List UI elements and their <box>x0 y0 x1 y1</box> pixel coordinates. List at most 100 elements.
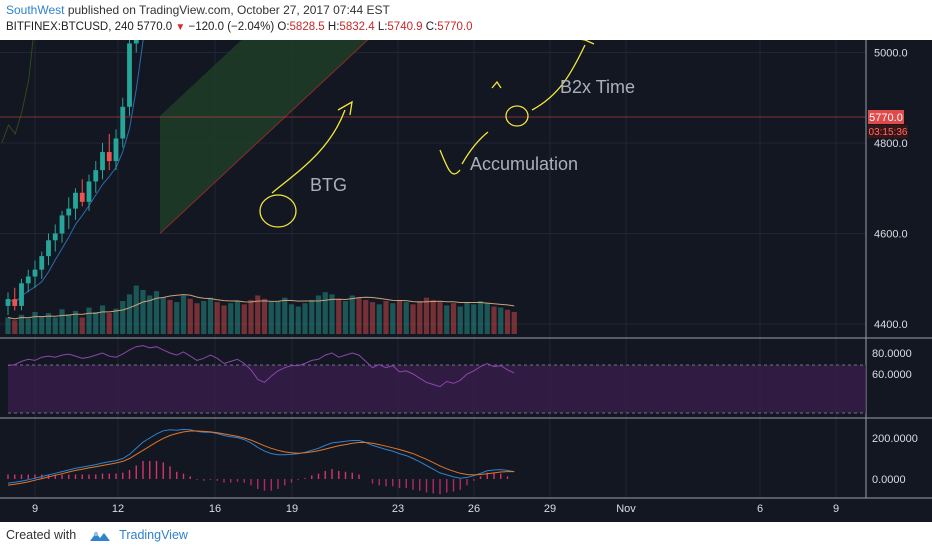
volume-bar <box>356 297 362 334</box>
accumulation-check <box>461 131 489 165</box>
low-label: L: <box>377 21 388 33</box>
time-tick-label: Nov <box>616 503 636 515</box>
ichimoku-cloud <box>160 40 368 234</box>
time-tick-label: 9 <box>833 503 839 515</box>
chart-svg[interactable]: 4400.04600.04800.05000.05200.05400.05600… <box>0 40 932 522</box>
volume-bar <box>329 294 335 334</box>
candle-body <box>127 43 132 107</box>
candle-body <box>86 181 92 202</box>
volume-bar <box>160 297 166 334</box>
volume-bar <box>349 295 355 334</box>
price-tick-label: 4400.0 <box>874 319 908 331</box>
candles <box>5 40 139 315</box>
volume-bar <box>25 318 31 334</box>
candle-body <box>79 192 85 202</box>
b2x-arrow <box>531 44 586 111</box>
candle-body <box>25 276 31 284</box>
volume-bar <box>261 298 268 334</box>
candle-body <box>59 215 65 234</box>
volume-ma-line <box>7 294 515 320</box>
publish-line: SouthWest published on TradingView.com, … <box>6 3 390 17</box>
candle-body <box>39 256 45 270</box>
volume-bar <box>471 304 477 334</box>
time-tick-label: 19 <box>286 503 298 515</box>
time-axis-ticks: 9 12 16 19 23 26 29 Nov 6 9 <box>32 503 839 515</box>
macd-tick-label: 0.0000 <box>872 474 906 486</box>
candle-body <box>113 138 119 162</box>
footer: Created with TradingView <box>0 522 932 550</box>
volume-bar <box>410 304 416 334</box>
close-value: 5770.0 <box>437 21 473 33</box>
candle-body <box>120 106 126 139</box>
tradingview-brand-link[interactable]: TradingView <box>119 528 188 542</box>
volume-bar <box>322 292 328 334</box>
volume-bar <box>309 299 315 334</box>
volume-bar <box>403 302 409 334</box>
time-tick-label: 23 <box>392 503 404 515</box>
volume-bar <box>315 295 322 334</box>
rsi-band <box>8 365 866 413</box>
volume-bar <box>417 301 423 334</box>
cloud-lower-line <box>159 40 369 234</box>
volume-bar <box>126 294 133 334</box>
price-tick-label: 4800.0 <box>874 138 908 150</box>
volume-bar <box>214 302 220 334</box>
volume-bar <box>268 302 274 334</box>
price-tick-label: 5000.0 <box>874 48 908 60</box>
volume-bar <box>450 303 457 334</box>
rsi-tick-label: 60.0000 <box>872 369 912 381</box>
volume-bar <box>390 303 396 334</box>
volume-bar <box>423 297 430 334</box>
volume-bar <box>342 301 349 334</box>
volume-bar <box>498 307 504 334</box>
volume-bar <box>302 303 308 334</box>
grid-lines <box>0 40 866 498</box>
volume-bar <box>275 301 281 334</box>
btg-circle <box>259 194 297 228</box>
volume-bar <box>491 306 497 334</box>
author-link[interactable]: SouthWest <box>6 3 65 17</box>
volume-bar <box>167 299 173 334</box>
volume-bar <box>5 317 11 334</box>
volume-bar <box>221 305 227 334</box>
annotation-accumulation: Accumulation <box>470 154 578 174</box>
volume-bar <box>72 310 79 334</box>
low-value: 5740.9 <box>387 21 423 33</box>
volume-bars <box>5 285 517 334</box>
candle-body <box>66 208 72 216</box>
volume-bar <box>79 317 85 334</box>
volume-bar <box>295 306 301 334</box>
volume-bar <box>444 305 450 334</box>
volume-bar <box>99 305 106 334</box>
volume-bar <box>174 302 180 334</box>
volume-bar <box>363 299 369 334</box>
macd-histogram <box>7 460 509 495</box>
rsi-tick-label: 80.0000 <box>872 348 912 360</box>
volume-bar <box>383 301 389 334</box>
btg-arrow-2 <box>337 100 353 116</box>
candle-body <box>5 299 11 306</box>
volume-bar <box>133 285 139 334</box>
symbol-label[interactable]: BITFINEX:BTCUSD, 240 <box>6 21 134 33</box>
time-tick-label: 12 <box>112 503 124 515</box>
volume-bar <box>430 299 436 334</box>
volume-bar <box>241 304 247 334</box>
volume-bar <box>504 309 511 334</box>
accumulation-curve <box>439 149 461 175</box>
annotations <box>259 40 595 228</box>
open-value: 5828.5 <box>289 21 325 33</box>
tradingview-logo-icon <box>89 531 110 541</box>
down-triangle-icon: ▼ <box>175 22 186 33</box>
volume-bar <box>288 304 295 334</box>
volume-bar <box>59 309 65 334</box>
volume-bar <box>32 312 38 334</box>
volume-bar <box>153 291 160 334</box>
volume-bar <box>282 297 288 334</box>
price-axis-ticks: 4400.04600.04800.05000.05200.05400.05600… <box>872 48 918 487</box>
open-label: O: <box>277 21 290 33</box>
volume-bar <box>106 313 112 334</box>
signal-line <box>7 430 515 486</box>
chart-area[interactable]: 4400.04600.04800.05000.05200.05400.05600… <box>0 40 932 522</box>
price-tick-label: 4600.0 <box>874 229 908 241</box>
high-value: 5832.4 <box>339 21 375 33</box>
